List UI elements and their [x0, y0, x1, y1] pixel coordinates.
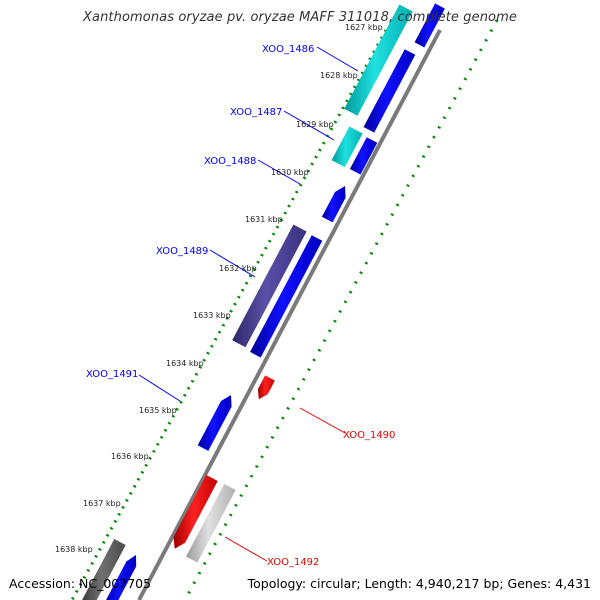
scale-label: 1633 kbp — [193, 311, 231, 320]
scale-label: 1636 kbp — [111, 452, 149, 461]
gene-label-xoo-1486[interactable]: XOO_1486 — [262, 44, 314, 55]
scale-label: 1630 kbp — [271, 168, 309, 177]
scale-label: 1635 kbp — [139, 406, 177, 415]
scale-label: 1629 kbp — [296, 120, 334, 129]
gene-xoo-1488-blue[interactable] — [321, 186, 346, 223]
label-leaders — [138, 46, 359, 562]
genome-backbone — [137, 29, 442, 600]
gene-bottom-blue[interactable] — [103, 555, 137, 600]
scale-label: 1628 kbp — [320, 71, 358, 80]
gene-xoo-1486-cyan[interactable] — [344, 4, 413, 116]
gene-blue-top[interactable] — [414, 3, 445, 48]
scale-label: 1638 kbp — [55, 545, 93, 554]
gene-xoo-1487-cyan[interactable] — [331, 126, 363, 168]
scale-label: 1632 kbp — [219, 264, 257, 273]
gene-xoo-1489-blue[interactable] — [250, 235, 323, 358]
scale-label: 1637 kbp — [83, 499, 121, 508]
gene-label-xoo-1490[interactable]: XOO_1490 — [343, 430, 395, 441]
gene-xoo-1492-red[interactable] — [173, 475, 218, 549]
gene-xoo-1486-blue[interactable] — [363, 49, 416, 133]
gene-bottom-dark[interactable] — [82, 539, 126, 600]
scale-label: 1634 kbp — [166, 359, 204, 368]
gene-label-xoo-1488[interactable]: XOO_1488 — [204, 156, 256, 167]
scale-labels: 1627 kbp 1628 kbp 1629 kbp 1630 kbp 1631… — [55, 23, 383, 554]
gene-xoo-1489[interactable] — [232, 224, 307, 348]
genome-summary-text: Topology: circular; Length: 4,940,217 bp… — [247, 576, 591, 591]
scale-label: 1627 kbp — [345, 23, 383, 32]
gene-label-xoo-1491[interactable]: XOO_1491 — [86, 369, 138, 380]
accession-text: Accession: NC_007705 — [9, 576, 152, 591]
gene-label-xoo-1492[interactable]: XOO_1492 — [267, 557, 319, 568]
gene-labels: XOO_1486 XOO_1487 XOO_1488 XOO_1489 XOO_… — [86, 44, 395, 568]
gene-features — [82, 3, 445, 600]
genome-title: Xanthomonas oryzae pv. oryzae MAFF 31101… — [83, 10, 517, 25]
gene-label-xoo-1487[interactable]: XOO_1487 — [230, 107, 282, 118]
gene-xoo-1487-blue[interactable] — [349, 137, 378, 175]
scale-label: 1631 kbp — [245, 215, 283, 224]
gene-xoo-1492-gray[interactable] — [186, 484, 236, 563]
gene-xoo-1490[interactable] — [257, 375, 275, 400]
gene-label-xoo-1489[interactable]: XOO_1489 — [156, 246, 208, 257]
gene-xoo-1491[interactable] — [197, 395, 232, 451]
